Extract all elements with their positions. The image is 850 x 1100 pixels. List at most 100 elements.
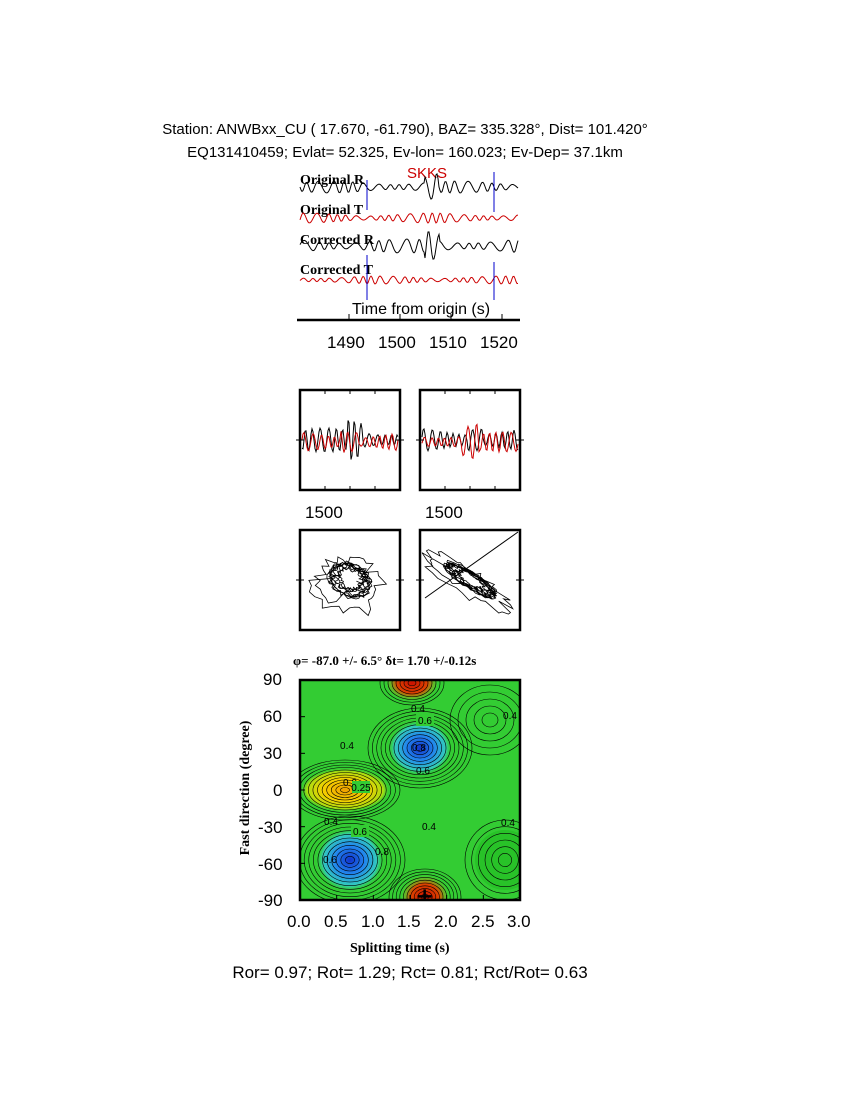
- grid-contour-line: [392, 871, 458, 900]
- grid-contour-line: [340, 787, 350, 793]
- grid-contour-line: [303, 823, 397, 897]
- grid-contour-line: [345, 856, 355, 864]
- particle-motion-left-motion-path: [308, 556, 388, 617]
- grid-contour-line: [317, 834, 383, 886]
- grid-xtick: 2.5: [471, 912, 495, 931]
- grid-xtick: 3.0: [507, 912, 531, 931]
- grid-xtick: 0.0: [287, 912, 311, 931]
- grid-contour-line: [300, 815, 406, 900]
- grid-contour-line: [391, 680, 433, 698]
- grid-contour-group: 0.40.60.80.60.40.20.250.40.60.60.80.40.4…: [300, 680, 520, 900]
- grid-blob-blue-upper: [388, 720, 452, 776]
- grid-contour-line: [387, 680, 437, 700]
- grid-xtick: 2.0: [434, 912, 458, 931]
- grid-xtick: 1.5: [397, 912, 421, 931]
- contour-label-bg: [416, 714, 434, 726]
- contour-label: 0.4: [324, 817, 338, 828]
- grid-ytick: 0: [273, 781, 283, 800]
- grid-contour-line: [300, 764, 392, 816]
- particle-motion-right-motion-path: [421, 549, 514, 615]
- header-event-line: EQ131410459; Evlat= 52.325, Ev-lon= 160.…: [187, 144, 623, 161]
- grid-contour-line: [498, 853, 512, 867]
- grid-contour-line: [395, 874, 455, 900]
- particle-motion-right-polarization-line: [424, 531, 519, 599]
- grid-contour-line: [367, 707, 473, 789]
- trace-line-1: [299, 212, 519, 224]
- contour-label-bg: [352, 781, 370, 793]
- grid-blob-blue-lower: [316, 828, 384, 892]
- grid-contour-line: [406, 737, 434, 759]
- contour-label: 0.6: [323, 855, 337, 866]
- grid-title: φ= -87.0 +/- 6.5° δt= 1.70 +/-0.12s: [293, 653, 476, 669]
- contour-label: 0.25: [351, 783, 371, 794]
- trace-tick-1490: 1490: [327, 333, 365, 352]
- best-fit-marker: [417, 889, 432, 900]
- particle-motion-right-frame: [418, 528, 522, 632]
- trace-tick-1510: 1510: [429, 333, 467, 352]
- trace-label-corrected-r: Corrected R: [300, 233, 374, 248]
- trace-line-3: [299, 275, 518, 285]
- contour-label: 0.4: [503, 711, 517, 722]
- grid-xlabel: Splitting time (s): [350, 941, 450, 956]
- grid-contour-line: [388, 868, 462, 900]
- grid-ytick: 30: [263, 744, 282, 763]
- grid-ytick: -90: [258, 891, 283, 910]
- grid-contour-line: [402, 734, 438, 762]
- grid-contour-line: [340, 852, 360, 868]
- grid-contour-line: [326, 841, 374, 879]
- contour-label: 0.8: [412, 743, 426, 754]
- grid-contour-line: [322, 837, 378, 883]
- phase-label: SKKS: [407, 165, 448, 182]
- grid-ytick: 60: [263, 707, 282, 726]
- header-station-line: Station: ANWBxx_CU ( 17.670, -61.790), B…: [162, 121, 648, 138]
- grid-blob-green: [475, 830, 520, 890]
- contour-label: 0.4: [340, 741, 354, 752]
- grid-contour-line: [393, 727, 447, 769]
- contour-label: 0.4: [411, 704, 425, 715]
- grid-contour-line: [415, 744, 425, 752]
- grid-contour-line: [398, 731, 442, 765]
- grid-contour-line: [383, 680, 441, 703]
- grid-xtick: 1.0: [361, 912, 385, 931]
- grid-contour-line: [317, 774, 373, 806]
- wave-panel-left-trace-red: [301, 431, 399, 453]
- grid-contour-line: [308, 826, 392, 894]
- grid-contour-line: [465, 698, 515, 742]
- grid-contour-line: [478, 833, 520, 887]
- wave-panel-left-tick: 1500: [305, 503, 343, 522]
- trace-tick-1520: 1520: [480, 333, 518, 352]
- grid-contour-line: [413, 888, 437, 900]
- grid-contour-line: [406, 882, 444, 900]
- grid-title-dt: δt= 1.70 +/-0.12s: [385, 653, 477, 668]
- trace-tick-1500: 1500: [378, 333, 416, 352]
- grid-contour-line: [300, 759, 401, 821]
- grid-contour-line: [312, 772, 378, 808]
- contour-label-bg: [351, 825, 369, 837]
- grid-contour-line: [313, 830, 387, 890]
- grid-contour-line: [411, 741, 429, 755]
- grid-contour-line: [399, 680, 425, 692]
- grid-contour-line: [399, 877, 451, 900]
- grid-blob-orange: [300, 768, 390, 812]
- wave-panel-right-tick: 1500: [425, 503, 463, 522]
- grid-contour-line: [457, 691, 520, 749]
- grid-contour-line: [300, 762, 396, 818]
- contour-label: 0.6: [353, 827, 367, 838]
- grid-title-phi: φ= -87.0 +/- 6.5°: [293, 653, 383, 668]
- contour-label: 0.2: [343, 778, 357, 789]
- grid-contour-line: [335, 848, 365, 872]
- grid-contour-line: [481, 712, 499, 728]
- grid-ytick: -30: [258, 818, 283, 837]
- grid-contour-line: [464, 819, 520, 900]
- grid-contour-line: [410, 885, 440, 900]
- grid-contour-line: [395, 680, 429, 695]
- grid-contour-line: [491, 846, 519, 874]
- wave-panel-right-trace-red: [421, 423, 519, 460]
- footer-correlation: Ror= 0.97; Rot= 1.29; Rct= 0.81; Rct/Rot…: [232, 963, 588, 982]
- contour-label: 0.4: [422, 822, 436, 833]
- wave-panel-left-trace-black: [301, 420, 399, 460]
- grid-contour-line: [308, 769, 382, 811]
- wave-panel-right-trace-black: [421, 427, 519, 453]
- contour-label: 0.4: [501, 818, 515, 829]
